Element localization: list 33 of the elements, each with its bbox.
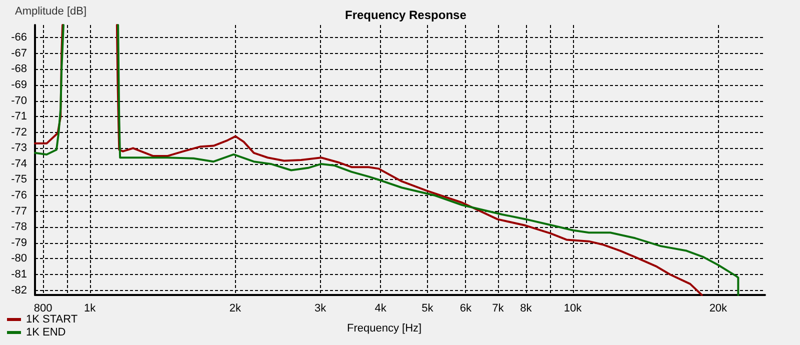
legend-label: 1K START <box>26 314 78 326</box>
y-tick-label: -75 <box>11 174 27 186</box>
x-axis-title: Frequency [Hz] <box>347 322 422 334</box>
y-tick-label: -72 <box>11 126 27 138</box>
y-tick-label: -77 <box>11 205 27 218</box>
x-tick-label: 5k <box>422 302 434 314</box>
y-tick-label: -70 <box>11 94 27 107</box>
x-tick-label: 6k <box>460 302 472 314</box>
x-tick-label: 2k <box>229 302 242 314</box>
x-tick-label: 8k <box>520 302 532 314</box>
y-tick-label: -80 <box>11 252 27 265</box>
x-tick-label: 7k <box>492 302 504 314</box>
x-tick-label: 4k <box>374 302 387 314</box>
x-tick-label: 1k <box>84 302 96 314</box>
y-tick-label: -76 <box>11 190 27 202</box>
x-tick-label: 3k <box>314 302 327 314</box>
y-axis-title: Amplitude [dB] <box>15 6 87 18</box>
y-tick-label: -68 <box>11 63 27 76</box>
y-tick-label: -73 <box>11 142 27 154</box>
y-tick-label: -69 <box>11 79 27 91</box>
x-tick-label: 800 <box>34 302 52 314</box>
y-tick-label: -78 <box>11 221 27 234</box>
y-tick-label: -81 <box>11 268 27 280</box>
x-tick-label: 20k <box>709 302 728 314</box>
y-tick-label: -66 <box>11 32 27 44</box>
chart-title: Frequency Response <box>345 8 467 22</box>
y-tick-label: -71 <box>11 110 27 123</box>
legend-label: 1K END <box>26 326 66 338</box>
y-tick-label: -82 <box>11 284 27 296</box>
y-tick-label: -74 <box>11 158 27 170</box>
y-tick-label: -79 <box>11 236 27 249</box>
y-tick-label: -67 <box>11 47 27 60</box>
x-tick-label: 10k <box>564 302 582 314</box>
